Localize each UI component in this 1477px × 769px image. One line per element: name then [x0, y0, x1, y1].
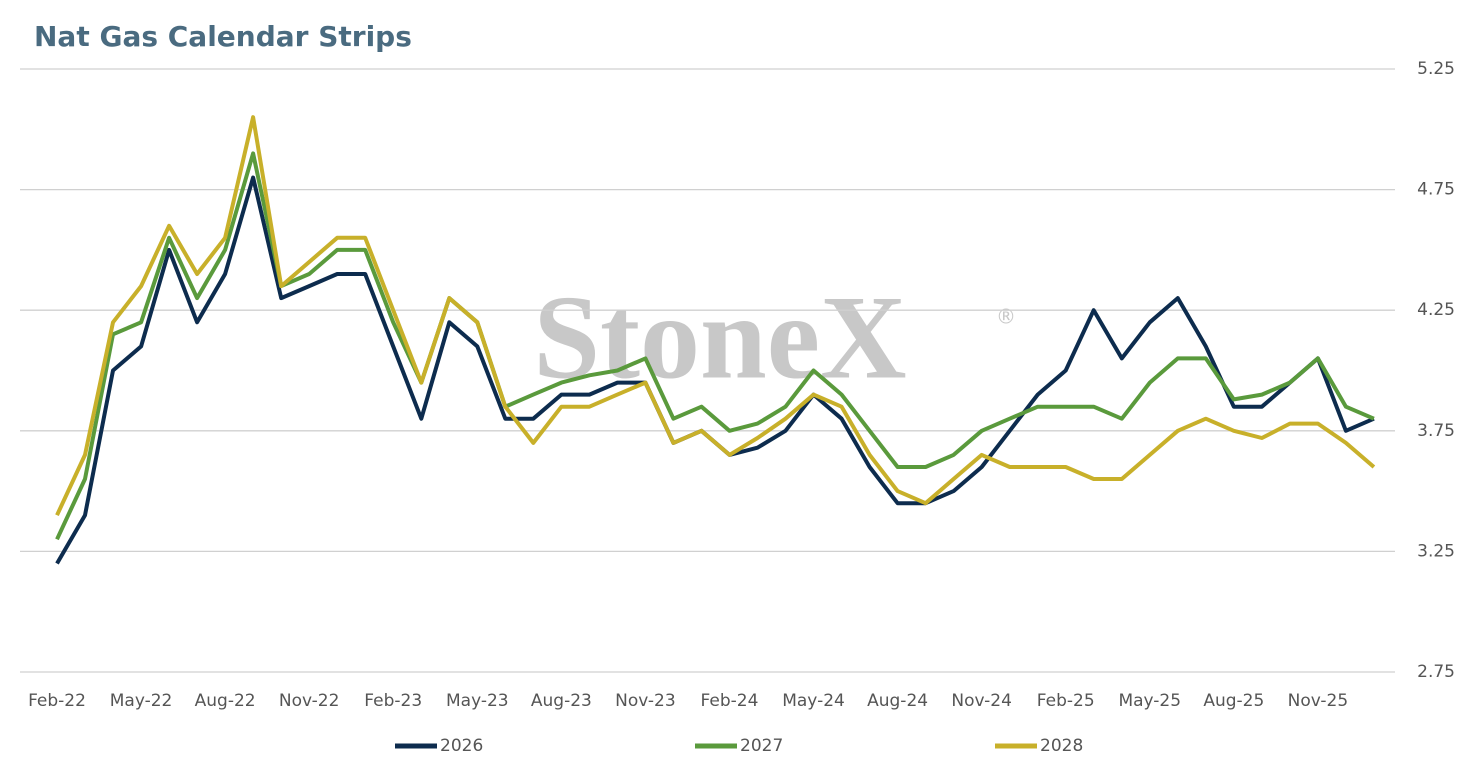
x-tick-label: Nov-24	[951, 691, 1012, 711]
x-tick-label: May-24	[782, 691, 845, 711]
y-tick-label: 3.25	[1417, 541, 1455, 561]
x-tick-label: Feb-24	[701, 691, 759, 711]
x-tick-label: Aug-23	[531, 691, 592, 711]
x-tick-label: Nov-22	[279, 691, 340, 711]
y-tick-label: 4.25	[1417, 300, 1455, 320]
x-tick-label: Aug-25	[1203, 691, 1264, 711]
x-tick-label: Nov-25	[1288, 691, 1349, 711]
y-tick-label: 3.75	[1417, 421, 1455, 441]
x-tick-label: Feb-25	[1037, 691, 1095, 711]
series-line	[55, 115, 1376, 517]
x-tick-label: Feb-22	[28, 691, 86, 711]
x-tick-label: Aug-24	[867, 691, 928, 711]
x-tick-label: Aug-22	[195, 691, 256, 711]
legend-label: 2028	[1040, 736, 1083, 756]
x-tick-label: May-25	[1118, 691, 1181, 711]
chart-title: Nat Gas Calendar Strips	[34, 20, 412, 53]
watermark: StoneX	[533, 271, 906, 404]
y-tick-label: 5.25	[1417, 59, 1455, 79]
y-tick-label: 2.75	[1417, 662, 1455, 682]
x-tick-label: Nov-23	[615, 691, 676, 711]
watermark-mark: ®	[996, 305, 1016, 329]
x-tick-label: May-23	[446, 691, 509, 711]
legend-label: 2027	[740, 736, 783, 756]
x-tick-label: Feb-23	[364, 691, 422, 711]
legend-label: 2026	[440, 736, 483, 756]
x-tick-label: May-22	[110, 691, 173, 711]
y-tick-label: 4.75	[1417, 180, 1455, 200]
